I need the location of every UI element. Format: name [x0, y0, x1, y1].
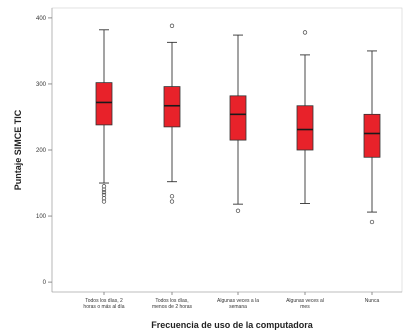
x-tick-label: Todos los días, 2 horas o más al día — [83, 298, 124, 310]
x-tick-label: Algunas veces a la semana — [217, 298, 259, 310]
x-tick-label-line: Algunas veces a la — [217, 298, 259, 304]
box-3 — [229, 34, 247, 213]
x-tick-label-line: menos de 2 horas — [152, 304, 193, 310]
y-tick-label: 100 — [36, 214, 47, 220]
y-axis-title: Puntaje SIMCE TIC — [13, 109, 23, 190]
box-body — [95, 82, 113, 126]
outlier-point — [369, 219, 375, 225]
x-tick-label-line: Nunca — [365, 298, 380, 304]
outlier-point — [169, 194, 175, 199]
outlier-point — [302, 30, 308, 35]
y-tick-label: 300 — [36, 82, 47, 88]
box-body — [229, 95, 247, 141]
x-tick-label: Algunas veces al mes — [286, 298, 324, 310]
box-body — [296, 105, 314, 151]
plot-frame — [51, 7, 403, 293]
boxes-group — [95, 23, 381, 225]
x-tick-label: Todos los días, menos de 2 horas — [152, 298, 193, 310]
x-tick-label-line: Todos los días, 2 — [85, 298, 123, 304]
x-axis: Todos los días, 2 horas o más al díaTodos… — [52, 291, 402, 310]
outlier-point — [101, 187, 107, 192]
y-tick-label: 0 — [43, 280, 47, 286]
box-body — [363, 113, 381, 158]
outlier-point — [169, 23, 175, 28]
outlier-point — [235, 208, 241, 213]
y-tick-label: 400 — [36, 16, 47, 22]
x-tick-label-line: Todos los días, — [155, 298, 188, 304]
y-tick-label: 200 — [36, 148, 47, 154]
box-2 — [163, 23, 181, 204]
x-tick-label-line: semana — [229, 304, 247, 310]
box-body — [163, 86, 181, 128]
x-axis-title: Frecuencia de uso de la computadora — [151, 320, 314, 330]
y-axis: 0 100 200 300 400 — [36, 8, 53, 292]
x-tick-label: Nunca — [365, 298, 380, 304]
x-tick-label-line: horas o más al día — [83, 304, 124, 310]
outlier-point — [169, 199, 175, 204]
x-tick-label-line: Algunas veces al — [286, 298, 324, 304]
outlier-point — [101, 199, 107, 204]
box-4 — [296, 30, 314, 204]
box-5 — [363, 50, 381, 225]
x-tick-label-line: mes — [300, 304, 310, 310]
box-1 — [95, 29, 113, 204]
outlier-point — [101, 190, 107, 195]
